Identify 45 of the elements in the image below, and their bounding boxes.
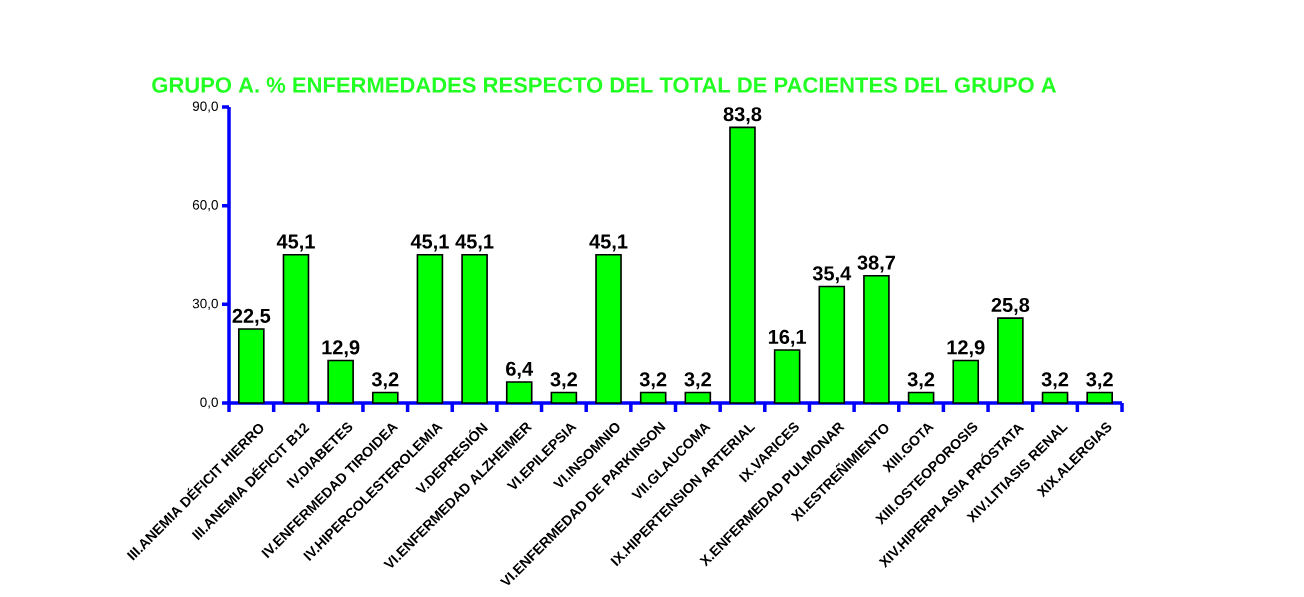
data-label: 45,1 (589, 234, 628, 252)
data-label: 45,1 (455, 234, 494, 252)
data-label: 22,5 (232, 308, 271, 326)
bar (505, 381, 533, 404)
bar (282, 253, 310, 404)
bar (684, 391, 712, 404)
data-label: 3,2 (1041, 372, 1069, 390)
data-label: 45,1 (276, 234, 315, 252)
data-label: 3,2 (639, 372, 667, 390)
bar (729, 126, 756, 404)
bar (773, 349, 801, 404)
bar (907, 391, 935, 404)
data-label: 25,8 (991, 297, 1030, 315)
data-label: 12,9 (947, 340, 985, 358)
data-label: 38,7 (857, 255, 896, 273)
data-label: 3,2 (684, 372, 711, 390)
bar (550, 391, 578, 404)
bar (863, 274, 890, 404)
bar (461, 253, 488, 404)
y-tick-label: 90,0 (192, 101, 218, 113)
y-tick-label: 60,0 (192, 200, 218, 212)
data-label: 35,4 (812, 266, 852, 284)
data-label: 3,2 (371, 372, 399, 390)
bar (952, 359, 980, 404)
bar (818, 285, 846, 404)
data-label: 3,2 (1086, 372, 1113, 390)
y-tick-label: 30,0 (192, 298, 218, 310)
bar (371, 391, 399, 404)
data-label: 16,1 (768, 329, 807, 347)
bar (238, 328, 265, 404)
y-tick-label: 0,0 (200, 397, 218, 409)
data-label: 6,4 (506, 361, 534, 379)
data-label: 12,9 (322, 340, 360, 358)
data-label: 83,8 (723, 107, 762, 125)
bar (639, 391, 667, 404)
bar (327, 359, 354, 404)
data-label: 45,1 (410, 234, 449, 252)
bar (416, 253, 444, 404)
bar (997, 317, 1024, 404)
chart-title: GRUPO A. % ENFERMEDADES RESPECTO DEL TOTAL DE PACIENTES DEL GRUPO A (152, 77, 1057, 93)
data-label: 3,2 (550, 372, 577, 390)
data-label: 3,2 (907, 372, 935, 390)
bar (595, 253, 622, 404)
bar (1041, 391, 1069, 404)
bar (1086, 391, 1113, 404)
